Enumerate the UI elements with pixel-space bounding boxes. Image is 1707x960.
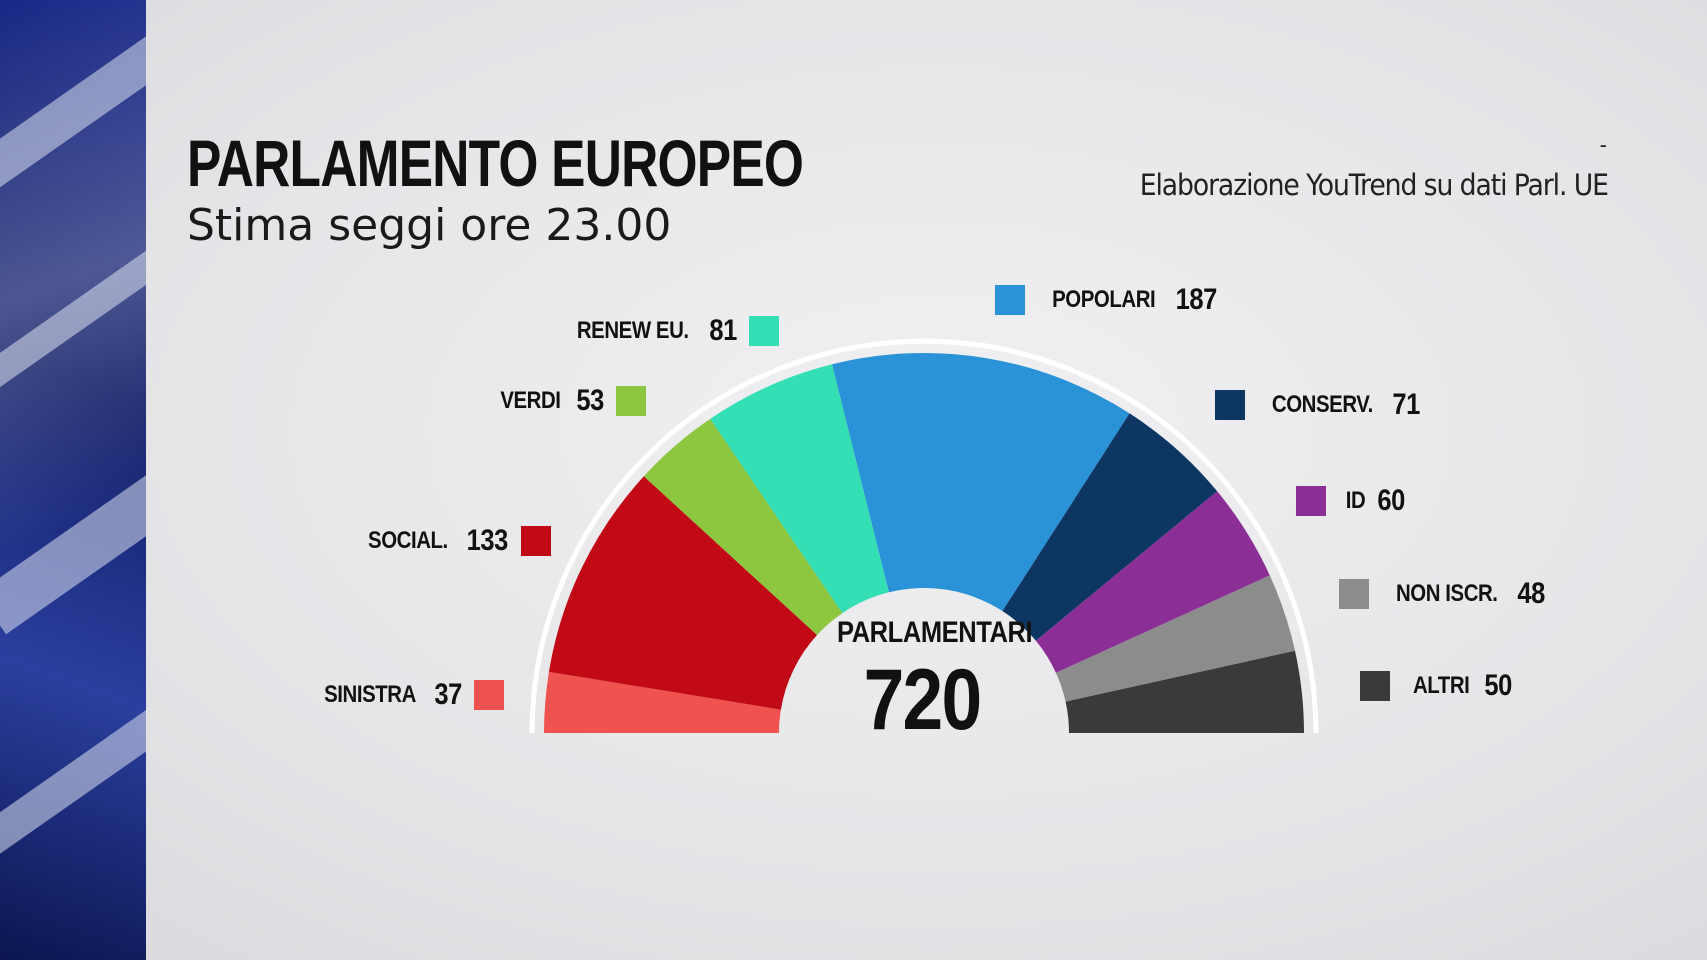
legend-value: 81 <box>708 314 737 347</box>
legend-value: 133 <box>466 524 508 557</box>
legend-value: 187 <box>1175 283 1218 316</box>
legend-item-popolari: POPOLARI 187 <box>995 283 1221 317</box>
legend-swatch <box>1296 486 1326 516</box>
legend-swatch <box>995 285 1025 315</box>
legend-item-social: SOCIAL. 133 <box>361 524 552 558</box>
legend-swatch <box>521 526 552 556</box>
seat-slice-popolari <box>832 353 1130 612</box>
legend-value: 50 <box>1484 669 1513 702</box>
legend-swatch <box>1215 390 1245 420</box>
title-block: PARLAMENTO EUROPEO Stima seggi ore 23.00 <box>187 128 977 254</box>
legend-value: 60 <box>1377 484 1405 517</box>
legend-item-conserv: CONSERV. 71 <box>1215 388 1422 422</box>
legend-label: ALTRI <box>1412 672 1470 699</box>
source-dash: - <box>1599 132 1607 157</box>
seat-slice-social <box>548 476 818 710</box>
source-note: Elaborazione YouTrend su dati Parl. UE <box>1139 168 1609 202</box>
center-total: 720 <box>863 652 983 748</box>
legend-label: ID <box>1345 487 1366 514</box>
legend-label: NON ISCR. <box>1395 580 1498 607</box>
legend-swatch <box>1339 579 1369 609</box>
legend-swatch <box>616 386 647 416</box>
legend-label: VERDI <box>500 387 561 414</box>
background-photo-strip <box>0 0 146 960</box>
seat-slice-altri <box>1065 650 1304 733</box>
seat-slice-non-iscr <box>1055 575 1295 702</box>
legend-label: SOCIAL. <box>368 527 448 554</box>
center-label: PARLAMENTARI <box>837 616 1033 649</box>
seat-slice-verdi <box>643 418 843 636</box>
legend-label: RENEW EU. <box>576 317 689 344</box>
legend-swatch <box>748 316 779 346</box>
legend-value: 71 <box>1392 388 1420 421</box>
legend-label: CONSERV. <box>1271 391 1373 418</box>
legend-item-verdi: VERDI 53 <box>495 384 647 418</box>
legend-label: POPOLARI <box>1052 286 1156 313</box>
legend-value: 37 <box>434 678 462 711</box>
chart-title: PARLAMENTO EUROPEO <box>187 126 804 200</box>
legend-item-renew-eu: RENEW EU. 81 <box>567 314 779 348</box>
hemicycle-outline <box>529 338 1319 734</box>
legend-item-sinistra: SINISTRA 37 <box>316 678 505 712</box>
seat-slice-conserv <box>1002 413 1218 641</box>
legend-value: 48 <box>1516 577 1545 610</box>
seat-slice-id <box>1035 491 1270 673</box>
legend-label: SINISTRA <box>324 681 416 708</box>
legend-item-id: ID 60 <box>1296 484 1407 518</box>
legend-value: 53 <box>576 384 604 417</box>
legend-swatch <box>1360 671 1390 701</box>
seat-slice-renew-eu <box>710 364 889 614</box>
legend-item-non-iscr: NON ISCR. 48 <box>1339 577 1547 611</box>
legend-swatch <box>474 680 505 710</box>
legend-item-altri: ALTRI 50 <box>1360 669 1515 703</box>
seat-slice-sinistra <box>544 671 781 733</box>
chart-subtitle: Stima seggi ore 23.00 <box>187 200 672 251</box>
